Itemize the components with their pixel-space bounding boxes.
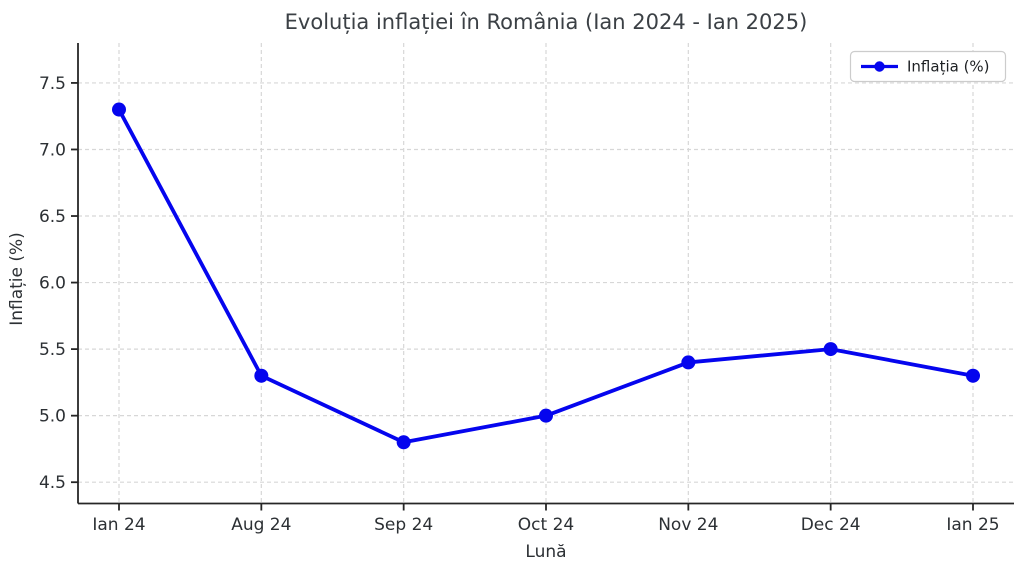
legend-box bbox=[849, 50, 1007, 83]
data-point-marker bbox=[112, 102, 126, 117]
grid-lines bbox=[78, 43, 1014, 504]
y-axis-label: Inflație (%) bbox=[7, 232, 27, 326]
y-tick-label: 7.5 bbox=[39, 74, 66, 94]
chart-title: Evoluția inflației în România (Ian 2024 … bbox=[285, 10, 808, 34]
x-tick-label: Oct 24 bbox=[518, 515, 574, 535]
data-point-marker bbox=[823, 342, 838, 357]
y-tick-label: 4.5 bbox=[39, 473, 66, 493]
x-tick-label: Ian 25 bbox=[946, 515, 999, 535]
legend: Inflația (%) bbox=[849, 50, 1007, 83]
legend-marker-icon bbox=[874, 61, 885, 72]
data-series bbox=[112, 102, 980, 450]
axes bbox=[71, 43, 1014, 511]
data-point-marker bbox=[254, 368, 269, 383]
y-tick-label: 6.0 bbox=[39, 274, 66, 294]
data-point-marker bbox=[396, 435, 411, 450]
tick-labels: 4.5 5.0 5.5 6.0 6.5 7.0 7.5 Ian 24 Aug 24 Sep 24 O… bbox=[39, 74, 1000, 535]
x-axis-label: Lună bbox=[525, 542, 566, 562]
y-tick-label: 5.5 bbox=[39, 340, 66, 360]
data-point-marker bbox=[681, 355, 696, 370]
legend-label: Inflația (%) bbox=[907, 58, 990, 76]
x-tick-label: Nov 24 bbox=[658, 515, 718, 535]
x-tick-label: Aug 24 bbox=[231, 515, 291, 535]
data-point-marker bbox=[539, 408, 553, 423]
x-tick-label: Sep 24 bbox=[374, 515, 433, 535]
y-tick-label: 5.0 bbox=[39, 407, 66, 427]
data-point-marker bbox=[966, 368, 980, 383]
x-tick-label: Dec 24 bbox=[801, 515, 861, 535]
y-tick-label: 7.0 bbox=[39, 140, 66, 160]
x-tick-label: Ian 24 bbox=[92, 515, 145, 535]
y-tick-label: 6.5 bbox=[39, 207, 66, 227]
